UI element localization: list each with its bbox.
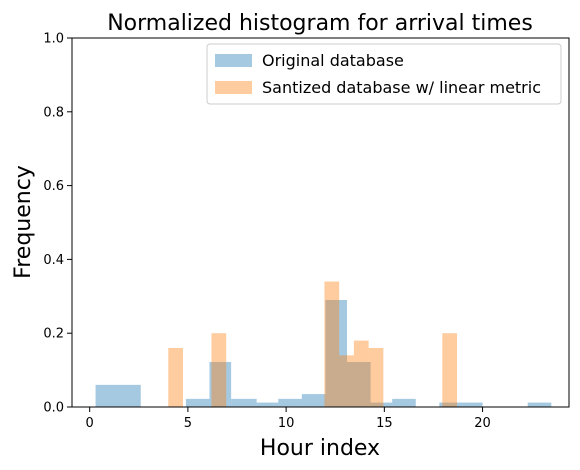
legend-swatch-1 bbox=[215, 81, 252, 94]
bar-series-0-bin-5 bbox=[278, 398, 302, 407]
bar-series-0-bin-8 bbox=[347, 361, 371, 407]
legend-label-0: Original database bbox=[262, 51, 404, 70]
x-tick-label: 15 bbox=[376, 416, 393, 431]
bar-series-1-bin-3 bbox=[339, 355, 354, 407]
legend-box bbox=[206, 43, 562, 105]
y-tick-label: 0.0 bbox=[43, 401, 64, 416]
y-tick-label: 1.0 bbox=[43, 32, 64, 47]
bar-series-1-bin-5 bbox=[368, 347, 384, 407]
y-tick-label: 0.6 bbox=[43, 179, 64, 194]
bar-series-1-bin-1 bbox=[211, 333, 227, 407]
bar-series-0-bin-11 bbox=[439, 402, 483, 407]
bar-series-0-bin-6 bbox=[301, 394, 326, 407]
bar-series-0-bin-12 bbox=[527, 402, 552, 407]
legend: Original database Santized database w/ li… bbox=[206, 43, 562, 105]
bar-series-0-bin-10 bbox=[392, 398, 416, 407]
x-tick-label: 5 bbox=[184, 416, 192, 431]
bar-series-0-bin-3 bbox=[231, 398, 257, 407]
bar-series-1-bin-2 bbox=[324, 281, 340, 407]
bar-series-0-bin-4 bbox=[256, 402, 279, 407]
plot-frame bbox=[71, 37, 570, 408]
bar-series-1-bin-0 bbox=[168, 347, 183, 407]
bar-series-1-bin-6 bbox=[442, 333, 458, 407]
bar-series-0-bin-7 bbox=[325, 299, 348, 407]
x-tick-label: 10 bbox=[278, 416, 295, 431]
bar-series-0-bin-1 bbox=[185, 398, 210, 407]
bars-group bbox=[95, 281, 552, 407]
legend-swatch-0 bbox=[215, 54, 252, 67]
y-tick-label: 0.2 bbox=[43, 327, 64, 342]
y-tick-label: 0.4 bbox=[43, 253, 64, 268]
y-axis-label: Frequency bbox=[11, 165, 36, 279]
x-axis-ticks: 0 5 10 15 20 bbox=[86, 407, 491, 431]
x-tick-label: 20 bbox=[474, 416, 491, 431]
y-tick-label: 0.8 bbox=[43, 105, 64, 120]
x-tick-label: 0 bbox=[86, 416, 94, 431]
bar-series-1-bin-4 bbox=[353, 340, 369, 407]
bar-series-0-bin-2 bbox=[209, 361, 232, 407]
bar-series-0-bin-9 bbox=[370, 402, 393, 407]
y-axis-ticks: 0.0 0.2 0.4 0.6 0.8 1.0 bbox=[43, 32, 72, 416]
x-axis-label: Hour index bbox=[260, 436, 380, 461]
legend-label-1: Santized database w/ linear metric bbox=[262, 78, 541, 97]
chart-title: Normalized histogram for arrival times bbox=[107, 11, 533, 36]
bar-series-0-bin-0 bbox=[95, 384, 141, 407]
